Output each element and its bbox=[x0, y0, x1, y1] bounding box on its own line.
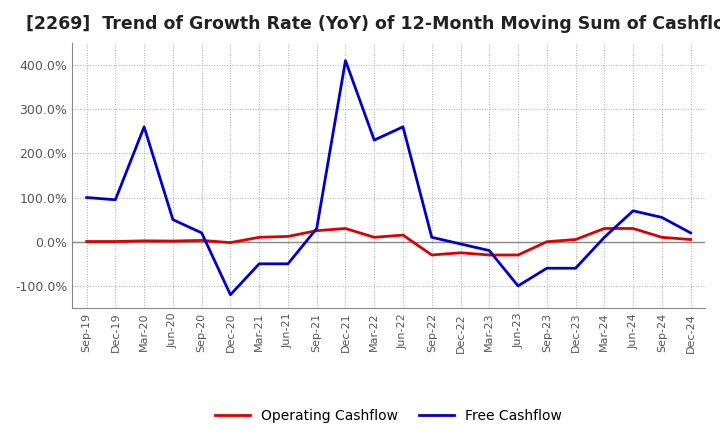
Operating Cashflow bbox=[111, 239, 120, 244]
Free Cashflow bbox=[657, 215, 666, 220]
Free Cashflow bbox=[82, 195, 91, 200]
Operating Cashflow bbox=[428, 252, 436, 257]
Title: [2269]  Trend of Growth Rate (YoY) of 12-Month Moving Sum of Cashflows: [2269] Trend of Growth Rate (YoY) of 12-… bbox=[26, 15, 720, 33]
Line: Operating Cashflow: Operating Cashflow bbox=[86, 228, 690, 255]
Line: Free Cashflow: Free Cashflow bbox=[86, 61, 690, 295]
Free Cashflow bbox=[255, 261, 264, 267]
Free Cashflow bbox=[168, 217, 177, 222]
Operating Cashflow bbox=[140, 238, 148, 243]
Legend: Operating Cashflow, Free Cashflow: Operating Cashflow, Free Cashflow bbox=[210, 403, 567, 428]
Operating Cashflow bbox=[571, 237, 580, 242]
Free Cashflow bbox=[485, 248, 494, 253]
Operating Cashflow bbox=[399, 232, 408, 238]
Free Cashflow bbox=[226, 292, 235, 297]
Operating Cashflow bbox=[82, 239, 91, 244]
Free Cashflow bbox=[600, 235, 608, 240]
Operating Cashflow bbox=[542, 239, 551, 244]
Operating Cashflow bbox=[686, 237, 695, 242]
Free Cashflow bbox=[514, 283, 523, 289]
Free Cashflow bbox=[629, 208, 637, 213]
Operating Cashflow bbox=[485, 252, 494, 257]
Free Cashflow bbox=[571, 266, 580, 271]
Free Cashflow bbox=[111, 197, 120, 202]
Operating Cashflow bbox=[341, 226, 350, 231]
Free Cashflow bbox=[399, 124, 408, 129]
Operating Cashflow bbox=[197, 238, 206, 243]
Free Cashflow bbox=[686, 230, 695, 235]
Free Cashflow bbox=[312, 226, 321, 231]
Operating Cashflow bbox=[629, 226, 637, 231]
Free Cashflow bbox=[284, 261, 292, 267]
Operating Cashflow bbox=[312, 228, 321, 233]
Free Cashflow bbox=[341, 58, 350, 63]
Free Cashflow bbox=[140, 124, 148, 129]
Operating Cashflow bbox=[370, 235, 379, 240]
Operating Cashflow bbox=[168, 238, 177, 244]
Operating Cashflow bbox=[226, 240, 235, 245]
Operating Cashflow bbox=[255, 235, 264, 240]
Operating Cashflow bbox=[657, 235, 666, 240]
Free Cashflow bbox=[197, 230, 206, 235]
Free Cashflow bbox=[456, 241, 465, 246]
Operating Cashflow bbox=[514, 252, 523, 257]
Free Cashflow bbox=[370, 137, 379, 143]
Free Cashflow bbox=[428, 235, 436, 240]
Operating Cashflow bbox=[600, 226, 608, 231]
Operating Cashflow bbox=[284, 234, 292, 239]
Free Cashflow bbox=[542, 266, 551, 271]
Operating Cashflow bbox=[456, 250, 465, 255]
